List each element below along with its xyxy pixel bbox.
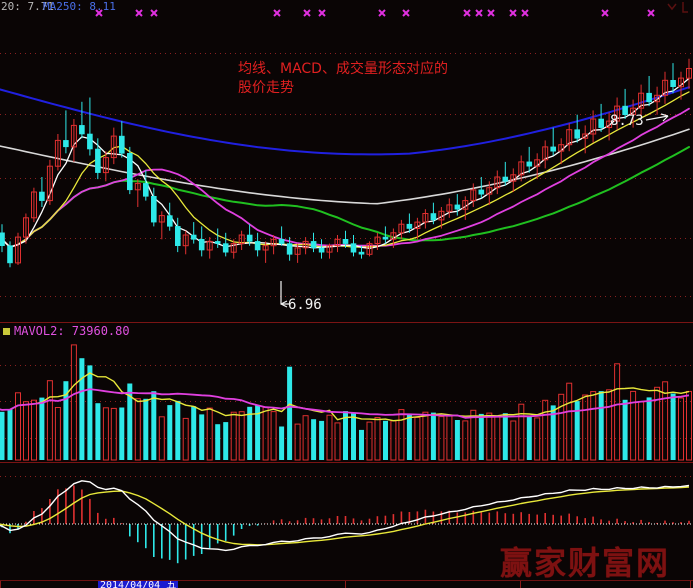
price-panel[interactable]	[0, 0, 693, 322]
site-watermark: 赢家财富网	[500, 544, 671, 582]
price-chart-canvas[interactable]	[0, 0, 693, 322]
macd-chart-canvas[interactable]	[0, 462, 693, 588]
mavol-legend-swatch	[3, 328, 10, 335]
ma250-readout: MA250: 8.11	[43, 0, 116, 13]
panel-separator-price-volume	[0, 322, 693, 323]
mavol2-readout: MAVOL2: 73960.80	[14, 324, 130, 338]
volume-panel[interactable]	[0, 322, 693, 462]
chart-annotation-text: 均线、MACD、成交量形态对应的 股价走势	[238, 61, 448, 96]
volume-chart-canvas[interactable]	[0, 322, 693, 462]
price-label-low: 6.96	[288, 297, 322, 313]
bottom-axis-rule	[0, 580, 693, 581]
date-readout[interactable]: 2014/04/04 五	[98, 581, 179, 588]
macd-panel[interactable]	[0, 462, 693, 588]
panel-separator-volume-macd	[0, 462, 693, 463]
ma120-readout: 20: 7.71	[1, 0, 54, 13]
price-label-high: 8.73	[610, 113, 644, 129]
